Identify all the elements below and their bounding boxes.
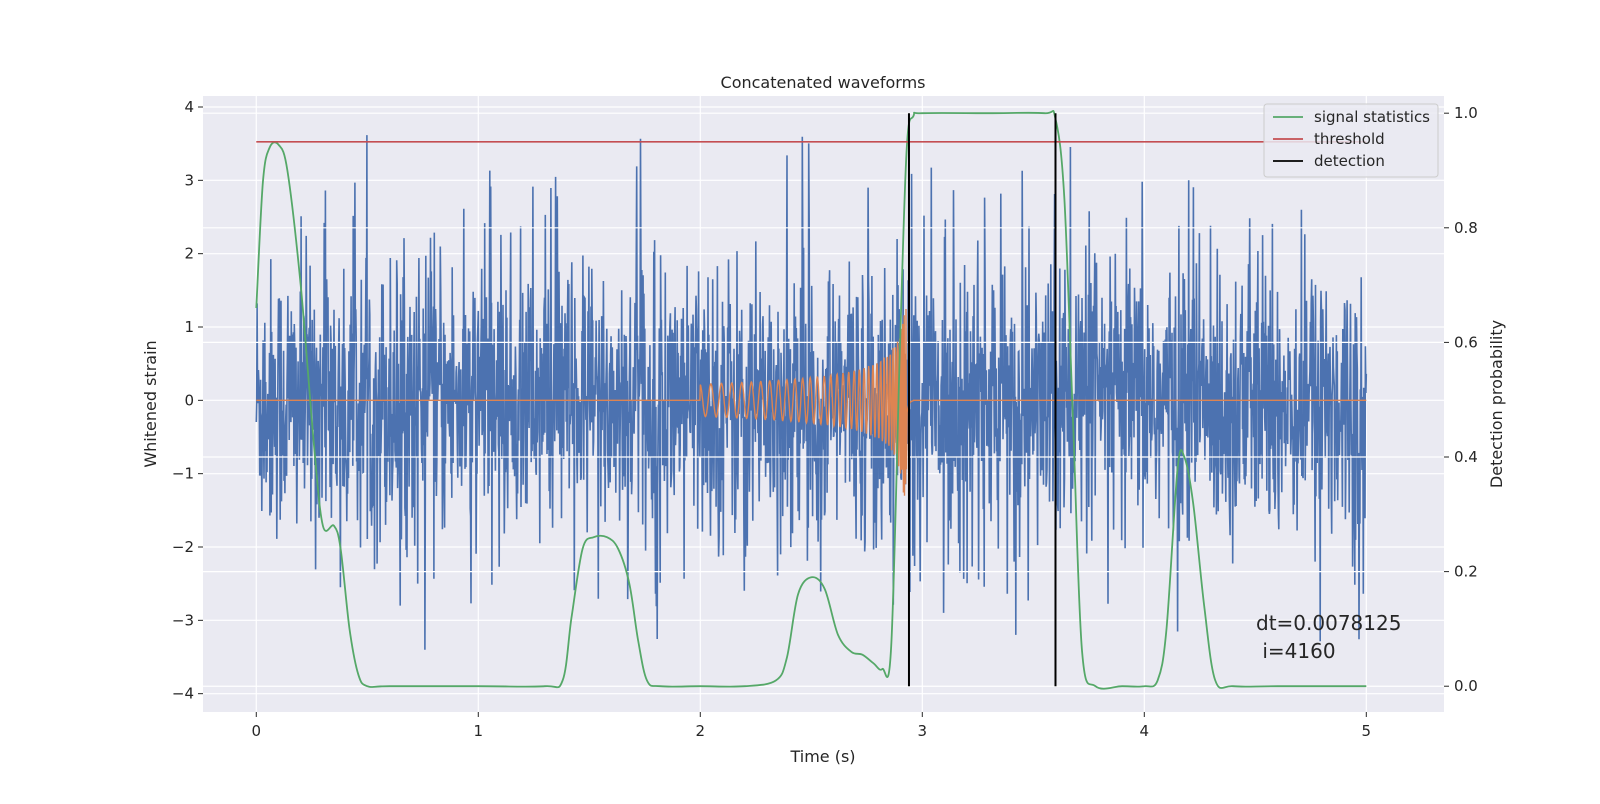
legend-label-threshold: threshold xyxy=(1314,130,1385,148)
y-right-tick-label: 1.0 xyxy=(1454,104,1478,122)
y-axis-label: Whitened strain xyxy=(141,340,160,467)
y-tick-label: −1 xyxy=(172,465,194,483)
signal-statistics-line xyxy=(255,110,1367,690)
y-right-tick-label: 0.2 xyxy=(1454,563,1478,581)
y-right-tick-label: 0.4 xyxy=(1454,448,1478,466)
x-tick-label: 2 xyxy=(696,722,706,740)
x-tick-label: 1 xyxy=(474,722,484,740)
x-tick-label: 0 xyxy=(252,722,262,740)
y-right-tick-label: 0.8 xyxy=(1454,219,1478,237)
legend-label-detection: detection xyxy=(1314,152,1385,170)
x-axis-label: Time (s) xyxy=(789,747,855,766)
y-tick-label: −4 xyxy=(172,685,194,703)
x-tick-label: 4 xyxy=(1140,722,1150,740)
y-tick-label: 4 xyxy=(184,98,194,116)
waveform-line xyxy=(256,308,1367,496)
y-axis-label-right: Detection probability xyxy=(1487,320,1506,488)
axes-layer: 0 1 2 3 4 5 −4 −3 −2 −1 0 1 2 3 4 0.0 0.2 0.4 0.6 0.8 1.0 xyxy=(172,98,1478,740)
whitened-strain-line xyxy=(255,135,1368,650)
chart-title: Concatenated waveforms xyxy=(721,73,926,92)
x-tick-label: 5 xyxy=(1362,722,1372,740)
y-right-tick-label: 0.6 xyxy=(1454,333,1478,351)
legend-box xyxy=(1263,103,1439,178)
y-tick-label: 0 xyxy=(184,391,194,409)
series-layer xyxy=(203,110,1444,690)
x-tick-label: 3 xyxy=(918,722,928,740)
y-tick-label: 2 xyxy=(184,245,194,263)
y-tick-label: −2 xyxy=(172,538,194,556)
y-tick-label: −3 xyxy=(172,611,194,629)
annotation-line-2: i=4160 xyxy=(1256,639,1336,663)
y-tick-label: 3 xyxy=(184,171,194,189)
y-tick-label: 1 xyxy=(184,318,194,336)
y-right-tick-label: 0.0 xyxy=(1454,677,1478,695)
annotation-line-1: dt=0.0078125 xyxy=(1256,611,1401,635)
legend: signal statistics threshold detection xyxy=(1263,103,1439,178)
legend-label-signal-statistics: signal statistics xyxy=(1314,108,1430,126)
